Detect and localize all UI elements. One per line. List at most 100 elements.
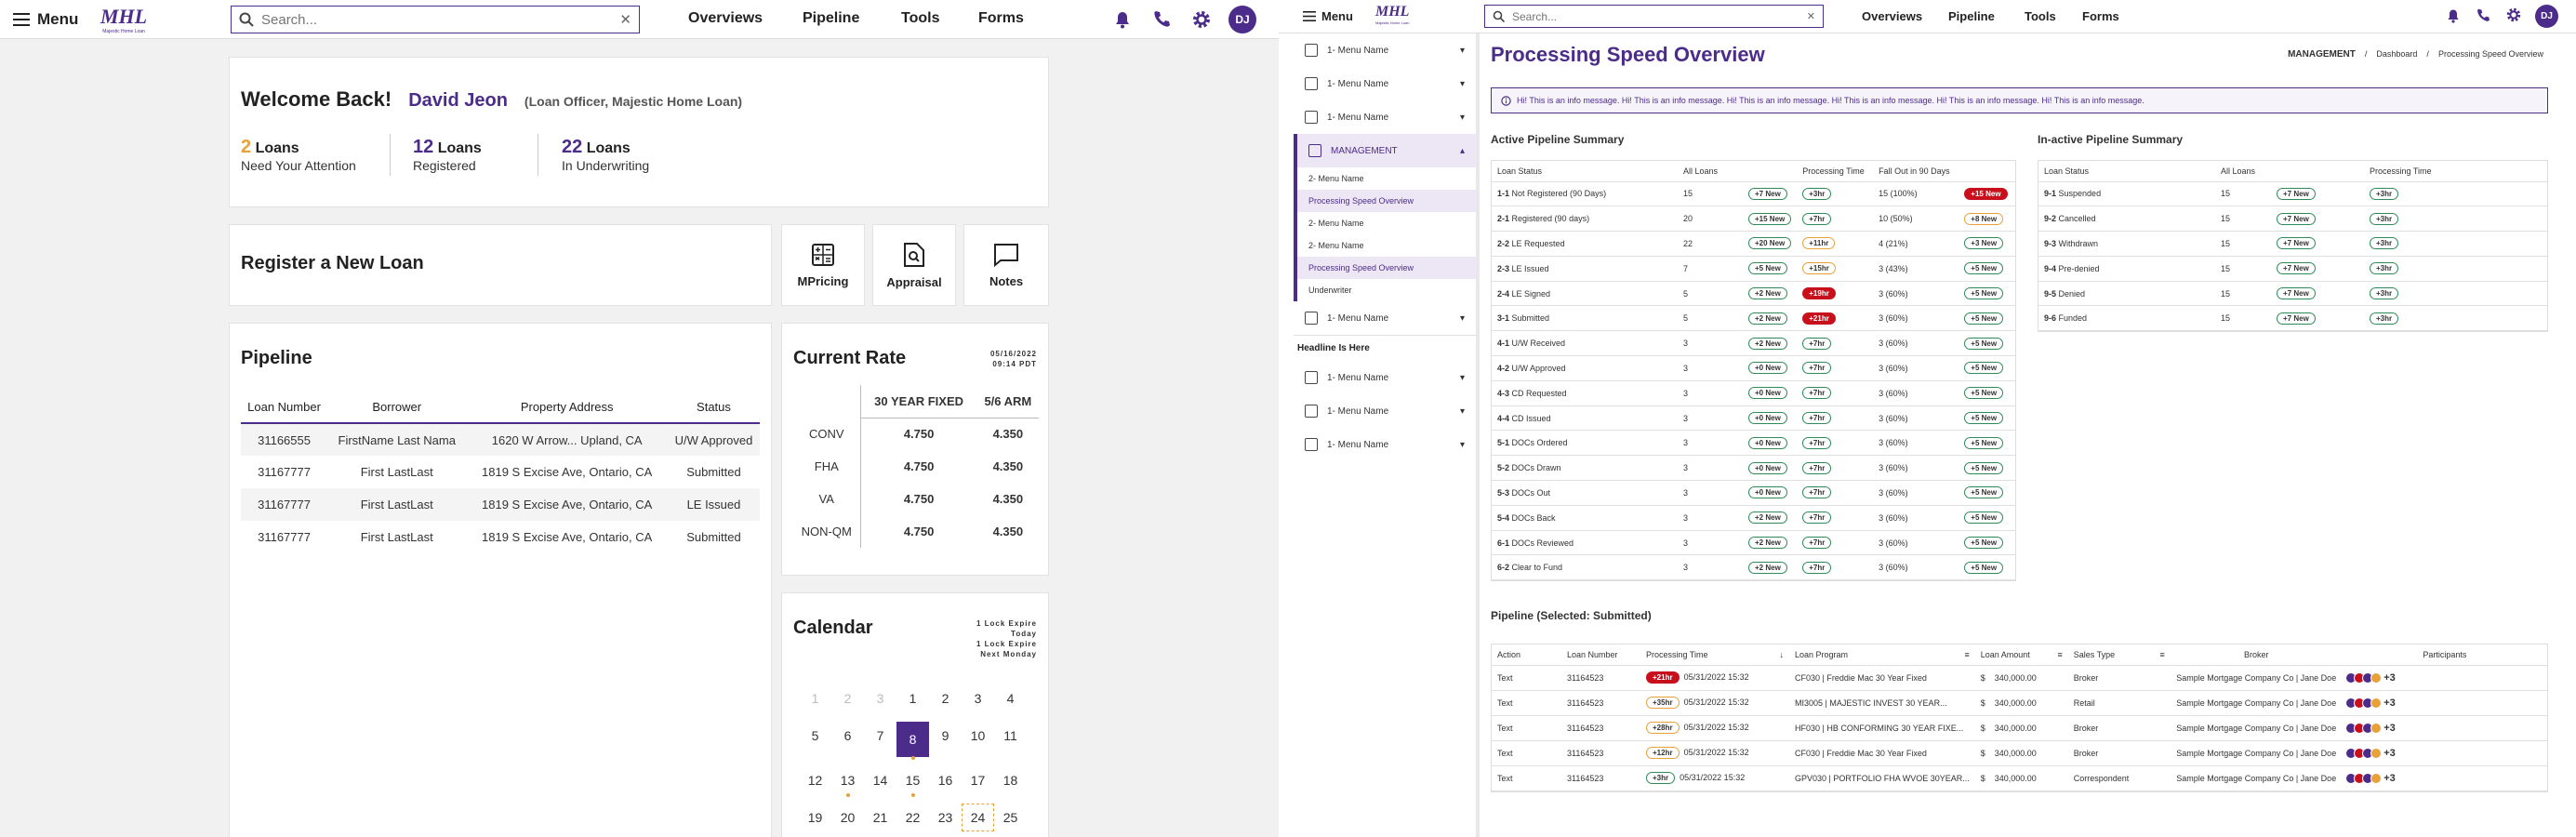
new-badge[interactable]: +7 New bbox=[2277, 312, 2316, 325]
fall-new-badge[interactable]: +5 New bbox=[1964, 486, 2004, 499]
search-input[interactable] bbox=[261, 11, 620, 28]
phone-icon[interactable] bbox=[1153, 10, 1170, 27]
calendar-day[interactable]: 11 bbox=[1003, 728, 1017, 743]
logo[interactable]: MHL Majestic Home Loan bbox=[100, 5, 147, 34]
col-header[interactable]: Loan Number bbox=[241, 391, 328, 424]
calendar-day[interactable]: 12 bbox=[807, 773, 823, 788]
new-badge[interactable]: +2 New bbox=[1748, 287, 1787, 300]
calendar-day[interactable]: 2 bbox=[941, 691, 949, 706]
table-row[interactable]: 31166555 FirstName Last Nama 1620 W Arrow.… bbox=[241, 423, 760, 456]
participants[interactable]: +3 bbox=[2344, 671, 2542, 684]
calendar-day[interactable]: 18 bbox=[1003, 773, 1018, 788]
sidebar-item[interactable]: 1- Menu Name ▾ bbox=[1294, 33, 1476, 67]
action-cell[interactable]: Text bbox=[1492, 665, 1561, 691]
action-cell[interactable]: Text bbox=[1492, 715, 1561, 741]
logo[interactable]: MHL Majestic Home Loan bbox=[1375, 4, 1409, 25]
col-header[interactable]: Borrower bbox=[327, 391, 467, 424]
table-row[interactable]: 6-2 Clear to Fund 3 +2 New +7hr 3 (60%) +5 Ne… bbox=[1492, 554, 2015, 581]
new-badge[interactable]: +2 New bbox=[1748, 512, 1787, 525]
user-avatar[interactable]: DJ bbox=[2535, 5, 2558, 28]
fall-new-badge[interactable]: +5 New bbox=[1964, 312, 2004, 325]
gear-icon[interactable] bbox=[1192, 10, 1211, 29]
search-box[interactable]: ✕ bbox=[1484, 5, 1824, 28]
breadcrumb-item[interactable]: Dashboard bbox=[2376, 49, 2418, 59]
notes-tile[interactable]: Notes bbox=[964, 225, 1048, 305]
new-badge[interactable]: +2 New bbox=[1748, 337, 1787, 350]
bell-icon[interactable] bbox=[1114, 10, 1131, 29]
new-badge[interactable]: +0 New bbox=[1748, 461, 1787, 474]
submenu-item[interactable]: Underwriter bbox=[1308, 286, 1352, 295]
new-badge[interactable]: +7 New bbox=[1748, 187, 1787, 200]
submenu-item-active[interactable]: Processing Speed Overview bbox=[1297, 190, 1476, 212]
fall-new-badge[interactable]: +5 New bbox=[1964, 337, 2004, 350]
table-row[interactable]: Text 31164523 +35hr 05/31/2022 15:32 MI3005… bbox=[1492, 690, 2547, 716]
table-row[interactable]: 9-1 Suspended 15 +7 New +3hr bbox=[2038, 181, 2547, 207]
calendar-day[interactable]: 5 bbox=[811, 728, 819, 743]
stat-underwriting[interactable]: 22 Loans In Underwriting bbox=[562, 137, 710, 173]
calendar-day[interactable]: 21 bbox=[872, 810, 888, 825]
search-box[interactable]: ✕ bbox=[231, 6, 640, 33]
breadcrumb-item[interactable]: MANAGEMENT bbox=[2288, 49, 2356, 60]
submenu-item[interactable]: 2- Menu Name bbox=[1308, 174, 1364, 183]
checkbox[interactable] bbox=[1305, 77, 1318, 90]
stat-attention[interactable]: 2 Loans Need Your Attention bbox=[241, 137, 390, 173]
appraisal-tile[interactable]: Appraisal bbox=[873, 225, 955, 305]
table-row[interactable]: 6-1 DOCs Reviewed 3 +2 New +7hr 3 (60%) +5 Ne… bbox=[1492, 530, 2015, 556]
table-row[interactable]: 5-2 DOCs Drawn 3 +0 New +7hr 3 (60%) +5 New bbox=[1492, 455, 2015, 482]
table-row[interactable]: 9-6 Funded 15 +7 New +3hr bbox=[2038, 305, 2547, 332]
table-row[interactable]: 2-4 LE Signed 5 +2 New +19hr 3 (60%) +5 New bbox=[1492, 281, 2015, 307]
submenu-item[interactable]: 2- Menu Name bbox=[1308, 241, 1364, 250]
new-badge[interactable]: +0 New bbox=[1748, 412, 1787, 425]
table-row[interactable]: 4-3 CD Requested 3 +0 New +7hr 3 (60%) +5 New bbox=[1492, 380, 2015, 406]
calendar-day[interactable]: 3 bbox=[974, 691, 982, 706]
calendar-day[interactable]: 25 bbox=[1003, 810, 1018, 825]
new-badge[interactable]: +7 New bbox=[2277, 237, 2316, 250]
new-badge[interactable]: +15 New bbox=[1748, 212, 1792, 225]
calendar-day-selected[interactable]: 8 bbox=[896, 722, 929, 760]
table-row[interactable]: Text 31164523 +3hr 05/31/2022 15:32 GPV030 … bbox=[1492, 765, 2547, 791]
col-header[interactable]: Status bbox=[667, 391, 760, 424]
table-row[interactable]: 9-5 Denied 15 +7 New +3hr bbox=[2038, 281, 2547, 307]
fall-new-badge[interactable]: +5 New bbox=[1964, 262, 2004, 275]
calendar-day[interactable]: 9 bbox=[941, 728, 949, 743]
table-row[interactable]: 2-1 Registered (90 days) 20 +15 New +7hr 10 … bbox=[1492, 206, 2015, 232]
mpricing-tile[interactable]: MPricing bbox=[782, 225, 864, 305]
action-cell[interactable]: Text bbox=[1492, 765, 1561, 791]
sidebar-item[interactable]: 1- Menu Name ▾ bbox=[1294, 394, 1476, 428]
checkbox[interactable] bbox=[1305, 405, 1318, 418]
col-header[interactable]: Property Address bbox=[466, 391, 668, 424]
table-row[interactable]: 4-4 CD Issued 3 +0 New +7hr 3 (60%) +5 New bbox=[1492, 405, 2015, 432]
calendar-day[interactable]: 1 bbox=[811, 691, 819, 706]
table-row[interactable]: 4-2 U/W Approved 3 +0 New +7hr 3 (60%) +5 New bbox=[1492, 355, 2015, 381]
participants[interactable]: +3 bbox=[2344, 772, 2542, 784]
calendar-day[interactable]: 6 bbox=[843, 728, 852, 743]
fall-new-badge[interactable]: +5 New bbox=[1964, 561, 2004, 574]
table-row[interactable]: 3-1 Submitted 5 +2 New +21hr 3 (60%) +5 New bbox=[1492, 305, 2015, 332]
sort-icon[interactable]: ≡ bbox=[2159, 649, 2165, 659]
table-row[interactable]: 4-1 U/W Received 3 +2 New +7hr 3 (60%) +5 New bbox=[1492, 330, 2015, 357]
submenu-item[interactable]: 2- Menu Name bbox=[1308, 219, 1364, 228]
table-row[interactable]: 9-4 Pre-denied 15 +7 New +3hr bbox=[2038, 256, 2547, 282]
calendar-day[interactable]: 24 bbox=[962, 804, 994, 831]
checkbox[interactable] bbox=[1305, 371, 1318, 384]
nav-pipeline[interactable]: Pipeline bbox=[1948, 9, 1995, 23]
sort-icon[interactable]: ≡ bbox=[1964, 649, 1970, 659]
new-badge[interactable]: +0 New bbox=[1748, 362, 1787, 375]
clear-search-icon[interactable]: ✕ bbox=[619, 12, 631, 28]
sidebar-item[interactable]: 1- Menu Name ▾ bbox=[1294, 428, 1476, 461]
fall-new-badge[interactable]: +15 New bbox=[1964, 187, 2008, 200]
sidebar-item[interactable]: 1- Menu Name ▾ bbox=[1294, 100, 1476, 134]
table-row[interactable]: 31167777 First LastLast 1819 S Excise Ave,… bbox=[241, 488, 760, 521]
fall-new-badge[interactable]: +5 New bbox=[1964, 537, 2004, 550]
menu-button[interactable]: Menu bbox=[1303, 9, 1353, 23]
fall-new-badge[interactable]: +5 New bbox=[1964, 461, 2004, 474]
participants[interactable]: +3 bbox=[2344, 722, 2542, 734]
nav-overviews[interactable]: Overviews bbox=[1862, 9, 1923, 23]
table-row[interactable]: Text 31164523 +12hr 05/31/2022 15:32 CF030 … bbox=[1492, 740, 2547, 766]
table-row[interactable]: 5-1 DOCs Ordered 3 +0 New +7hr 3 (60%) +5 New bbox=[1492, 430, 2015, 457]
menu-button[interactable]: Menu bbox=[13, 10, 78, 29]
nav-forms[interactable]: Forms bbox=[2082, 9, 2119, 23]
submenu-item-active[interactable]: Processing Speed Overview bbox=[1297, 257, 1476, 279]
new-badge[interactable]: +2 New bbox=[1748, 312, 1787, 325]
checkbox[interactable] bbox=[1305, 438, 1318, 451]
